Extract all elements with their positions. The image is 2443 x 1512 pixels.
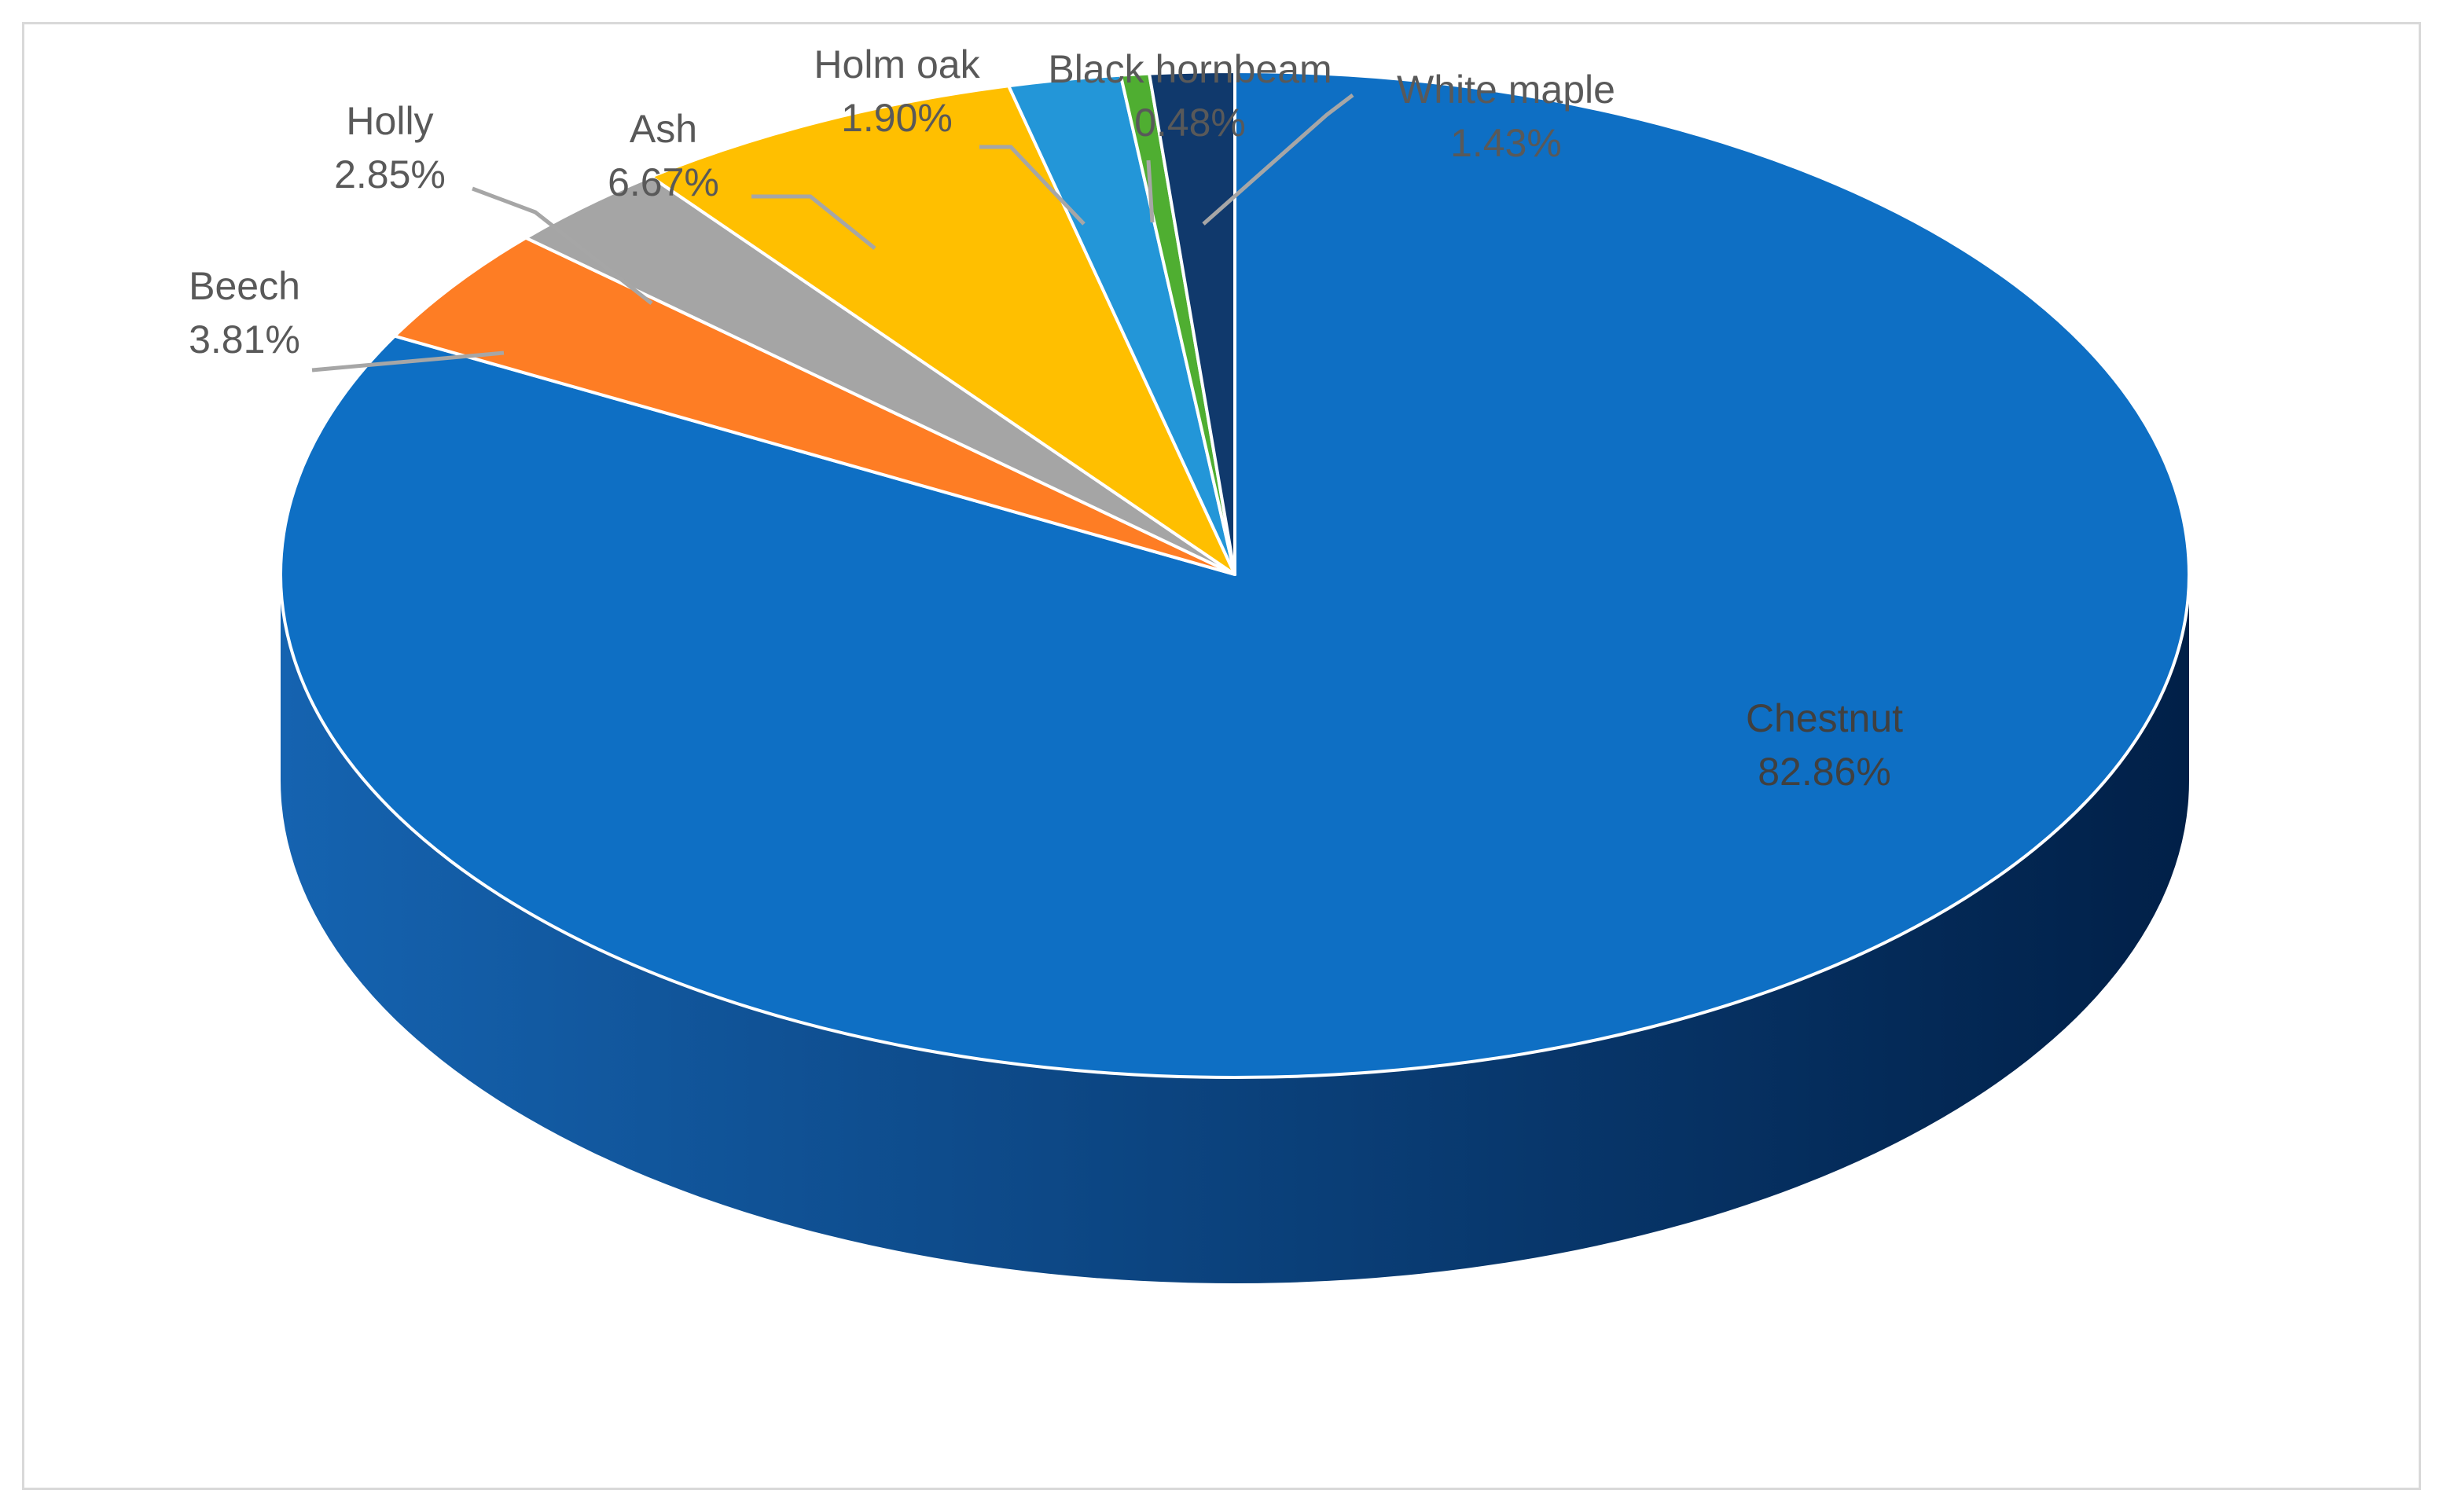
slice-label-holly: Holly bbox=[346, 99, 433, 143]
pie-slice-ash bbox=[649, 84, 1236, 576]
slice-label-white-maple: White maple bbox=[1397, 68, 1615, 112]
leader-line-black-hornbeam bbox=[1146, 160, 1155, 223]
slice-label-holm-oak: Holm oak bbox=[814, 42, 980, 86]
leader-line-holly bbox=[472, 186, 653, 305]
slice-value-beech: 3.81% bbox=[189, 317, 300, 361]
slice-value-chestnut: 82.86% bbox=[1758, 750, 1891, 794]
leader-line-beech bbox=[311, 350, 505, 372]
slice-value-holly: 2.85% bbox=[334, 152, 446, 196]
pie-slice-beech bbox=[393, 236, 1236, 576]
slice-value-ash: 6.67% bbox=[608, 160, 719, 204]
pie-chart: Chestnut 82.86% Beech 3.81% Holly 2.85% Ash 6.6… bbox=[189, 42, 2191, 1283]
slice-label-beech: Beech bbox=[189, 264, 300, 308]
slice-value-holm-oak: 1.90% bbox=[841, 96, 953, 140]
slice-label-ash: Ash bbox=[630, 107, 697, 151]
chart-frame: Chestnut 82.86% Beech 3.81% Holly 2.85% Ash 6.6… bbox=[22, 22, 2421, 1490]
pie-slice-white-maple bbox=[1148, 70, 1236, 576]
leader-line-ash bbox=[751, 194, 876, 250]
slice-label-chestnut: Chestnut bbox=[1746, 696, 1903, 740]
slice-value-white-maple: 1.43% bbox=[1450, 121, 1562, 165]
leader-line-white-maple bbox=[1202, 94, 1354, 226]
slice-value-black-hornbeam: 0.48% bbox=[1134, 101, 1246, 145]
pie-slice-chestnut bbox=[279, 70, 2191, 1079]
leader-line-holm-oak bbox=[979, 145, 1086, 226]
pie-side-band bbox=[281, 574, 2189, 1283]
slice-label-black-hornbeam: Black hornbeam bbox=[1048, 47, 1332, 91]
